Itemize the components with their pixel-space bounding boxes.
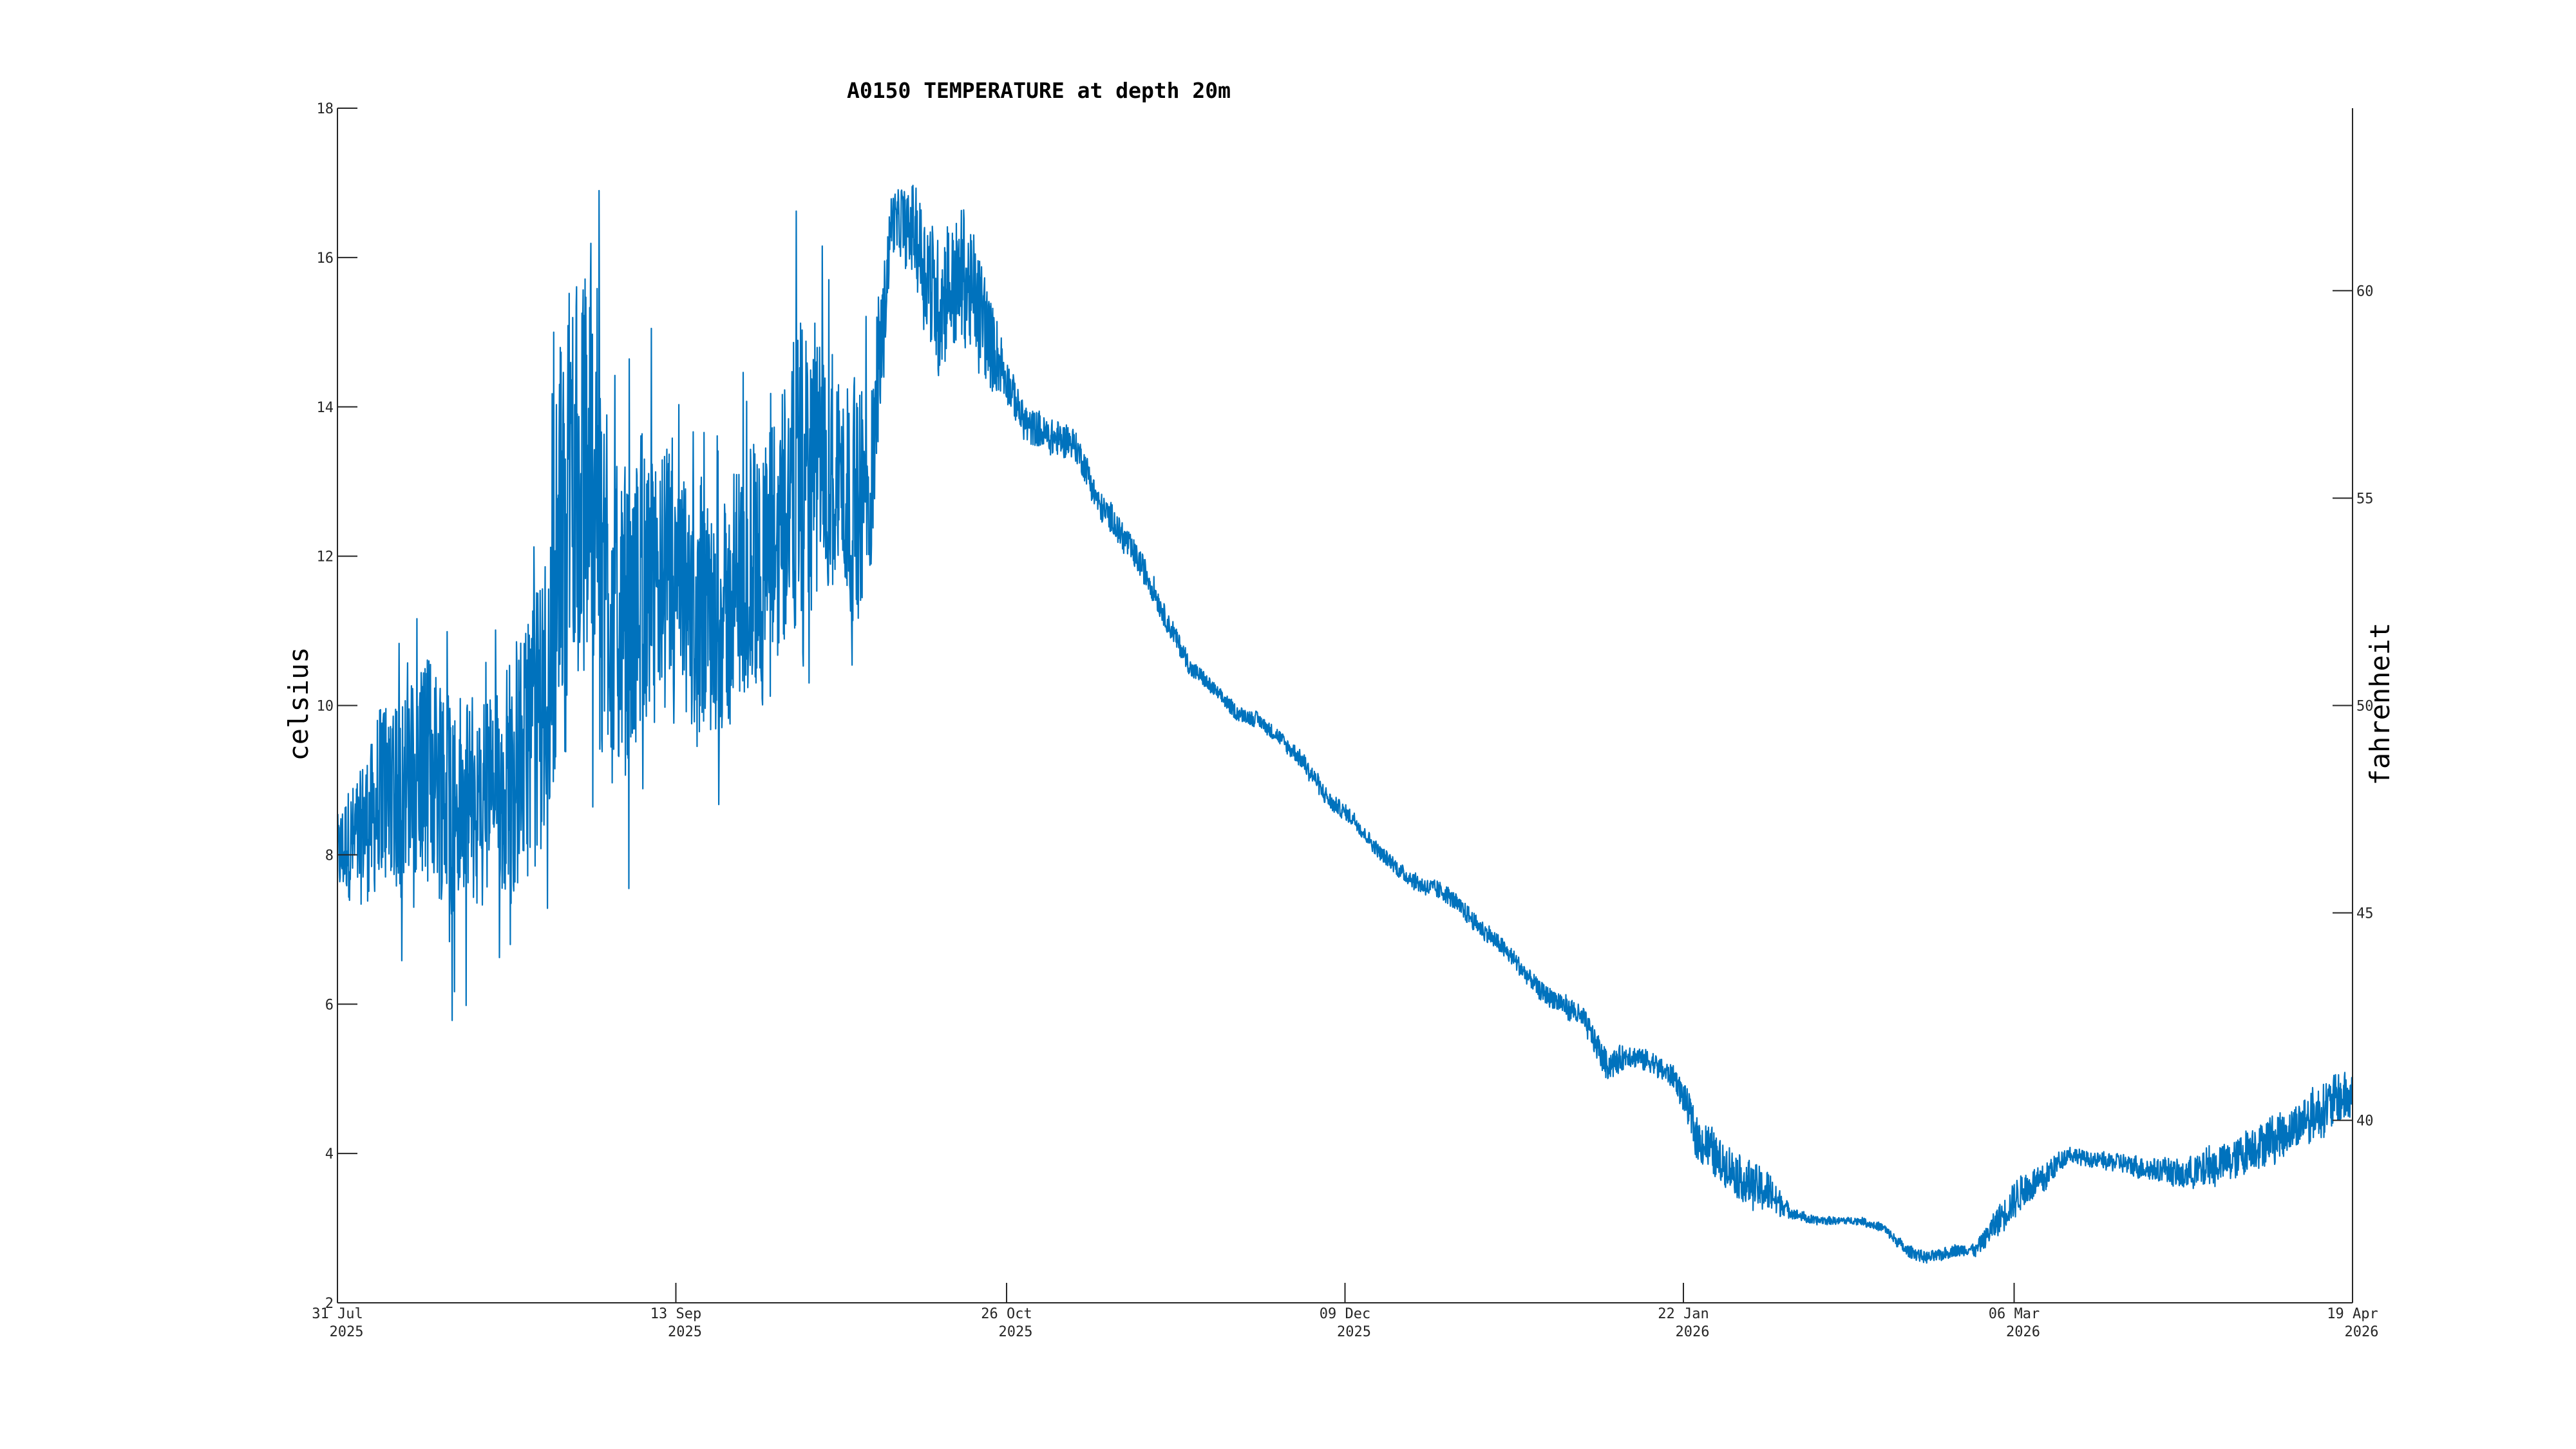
x-tick-label: 22 Jan xyxy=(1658,1306,1709,1322)
y-tick-label-right: 60 xyxy=(2356,283,2374,299)
x-ticks: 31 Jul 2025 13 Sep 2025 26 Oct 2025 09 Dec 2025… xyxy=(312,1283,2378,1340)
x-tick-label: 06 Mar xyxy=(1989,1306,2040,1322)
x-tick-year-label: 2026 xyxy=(2345,1324,2379,1340)
x-tick-label: 26 Oct xyxy=(981,1306,1032,1322)
plot-area xyxy=(337,184,2353,1264)
x-tick-label: 31 Jul xyxy=(312,1306,363,1322)
y-tick-label-left: 12 xyxy=(317,549,334,565)
x-tick-year-label: 2025 xyxy=(330,1324,364,1340)
x-tick-label: 19 Apr xyxy=(2327,1306,2378,1322)
y-axis-label-right: fahrenheit xyxy=(2364,623,2396,786)
y-axis-label-left: celsius xyxy=(283,647,314,761)
x-tick-label: 09 Dec xyxy=(1320,1306,1370,1322)
y-tick-label-left: 4 xyxy=(325,1146,334,1162)
right-y-ticks: 40 45 50 55 60 xyxy=(2333,283,2374,1130)
y-tick-label-left: 14 xyxy=(317,400,334,416)
y-tick-label-left: 10 xyxy=(317,699,334,715)
temperature-series-line xyxy=(337,184,2353,1264)
x-tick-year-label: 2025 xyxy=(668,1324,702,1340)
x-tick-year-label: 2025 xyxy=(999,1324,1033,1340)
y-tick-label-left: 2 xyxy=(325,1296,334,1312)
y-tick-label-right: 45 xyxy=(2356,906,2374,922)
left-y-ticks: 2 4 6 8 10 12 14 16 18 xyxy=(317,101,357,1312)
y-tick-label-left: 8 xyxy=(325,848,334,864)
y-tick-label-right: 55 xyxy=(2356,491,2374,507)
x-tick-year-label: 2026 xyxy=(2006,1324,2040,1340)
y-tick-label-left: 18 xyxy=(317,101,334,117)
y-tick-label-left: 6 xyxy=(325,997,334,1013)
chart-title: A0150 TEMPERATURE at depth 20m xyxy=(847,78,1231,103)
y-tick-label-left: 16 xyxy=(317,251,334,267)
y-tick-label-right: 50 xyxy=(2356,699,2374,715)
y-tick-label-right: 40 xyxy=(2356,1113,2374,1130)
x-tick-year-label: 2025 xyxy=(1337,1324,1371,1340)
x-tick-year-label: 2026 xyxy=(1675,1324,1709,1340)
x-tick-label: 13 Sep xyxy=(650,1306,701,1322)
